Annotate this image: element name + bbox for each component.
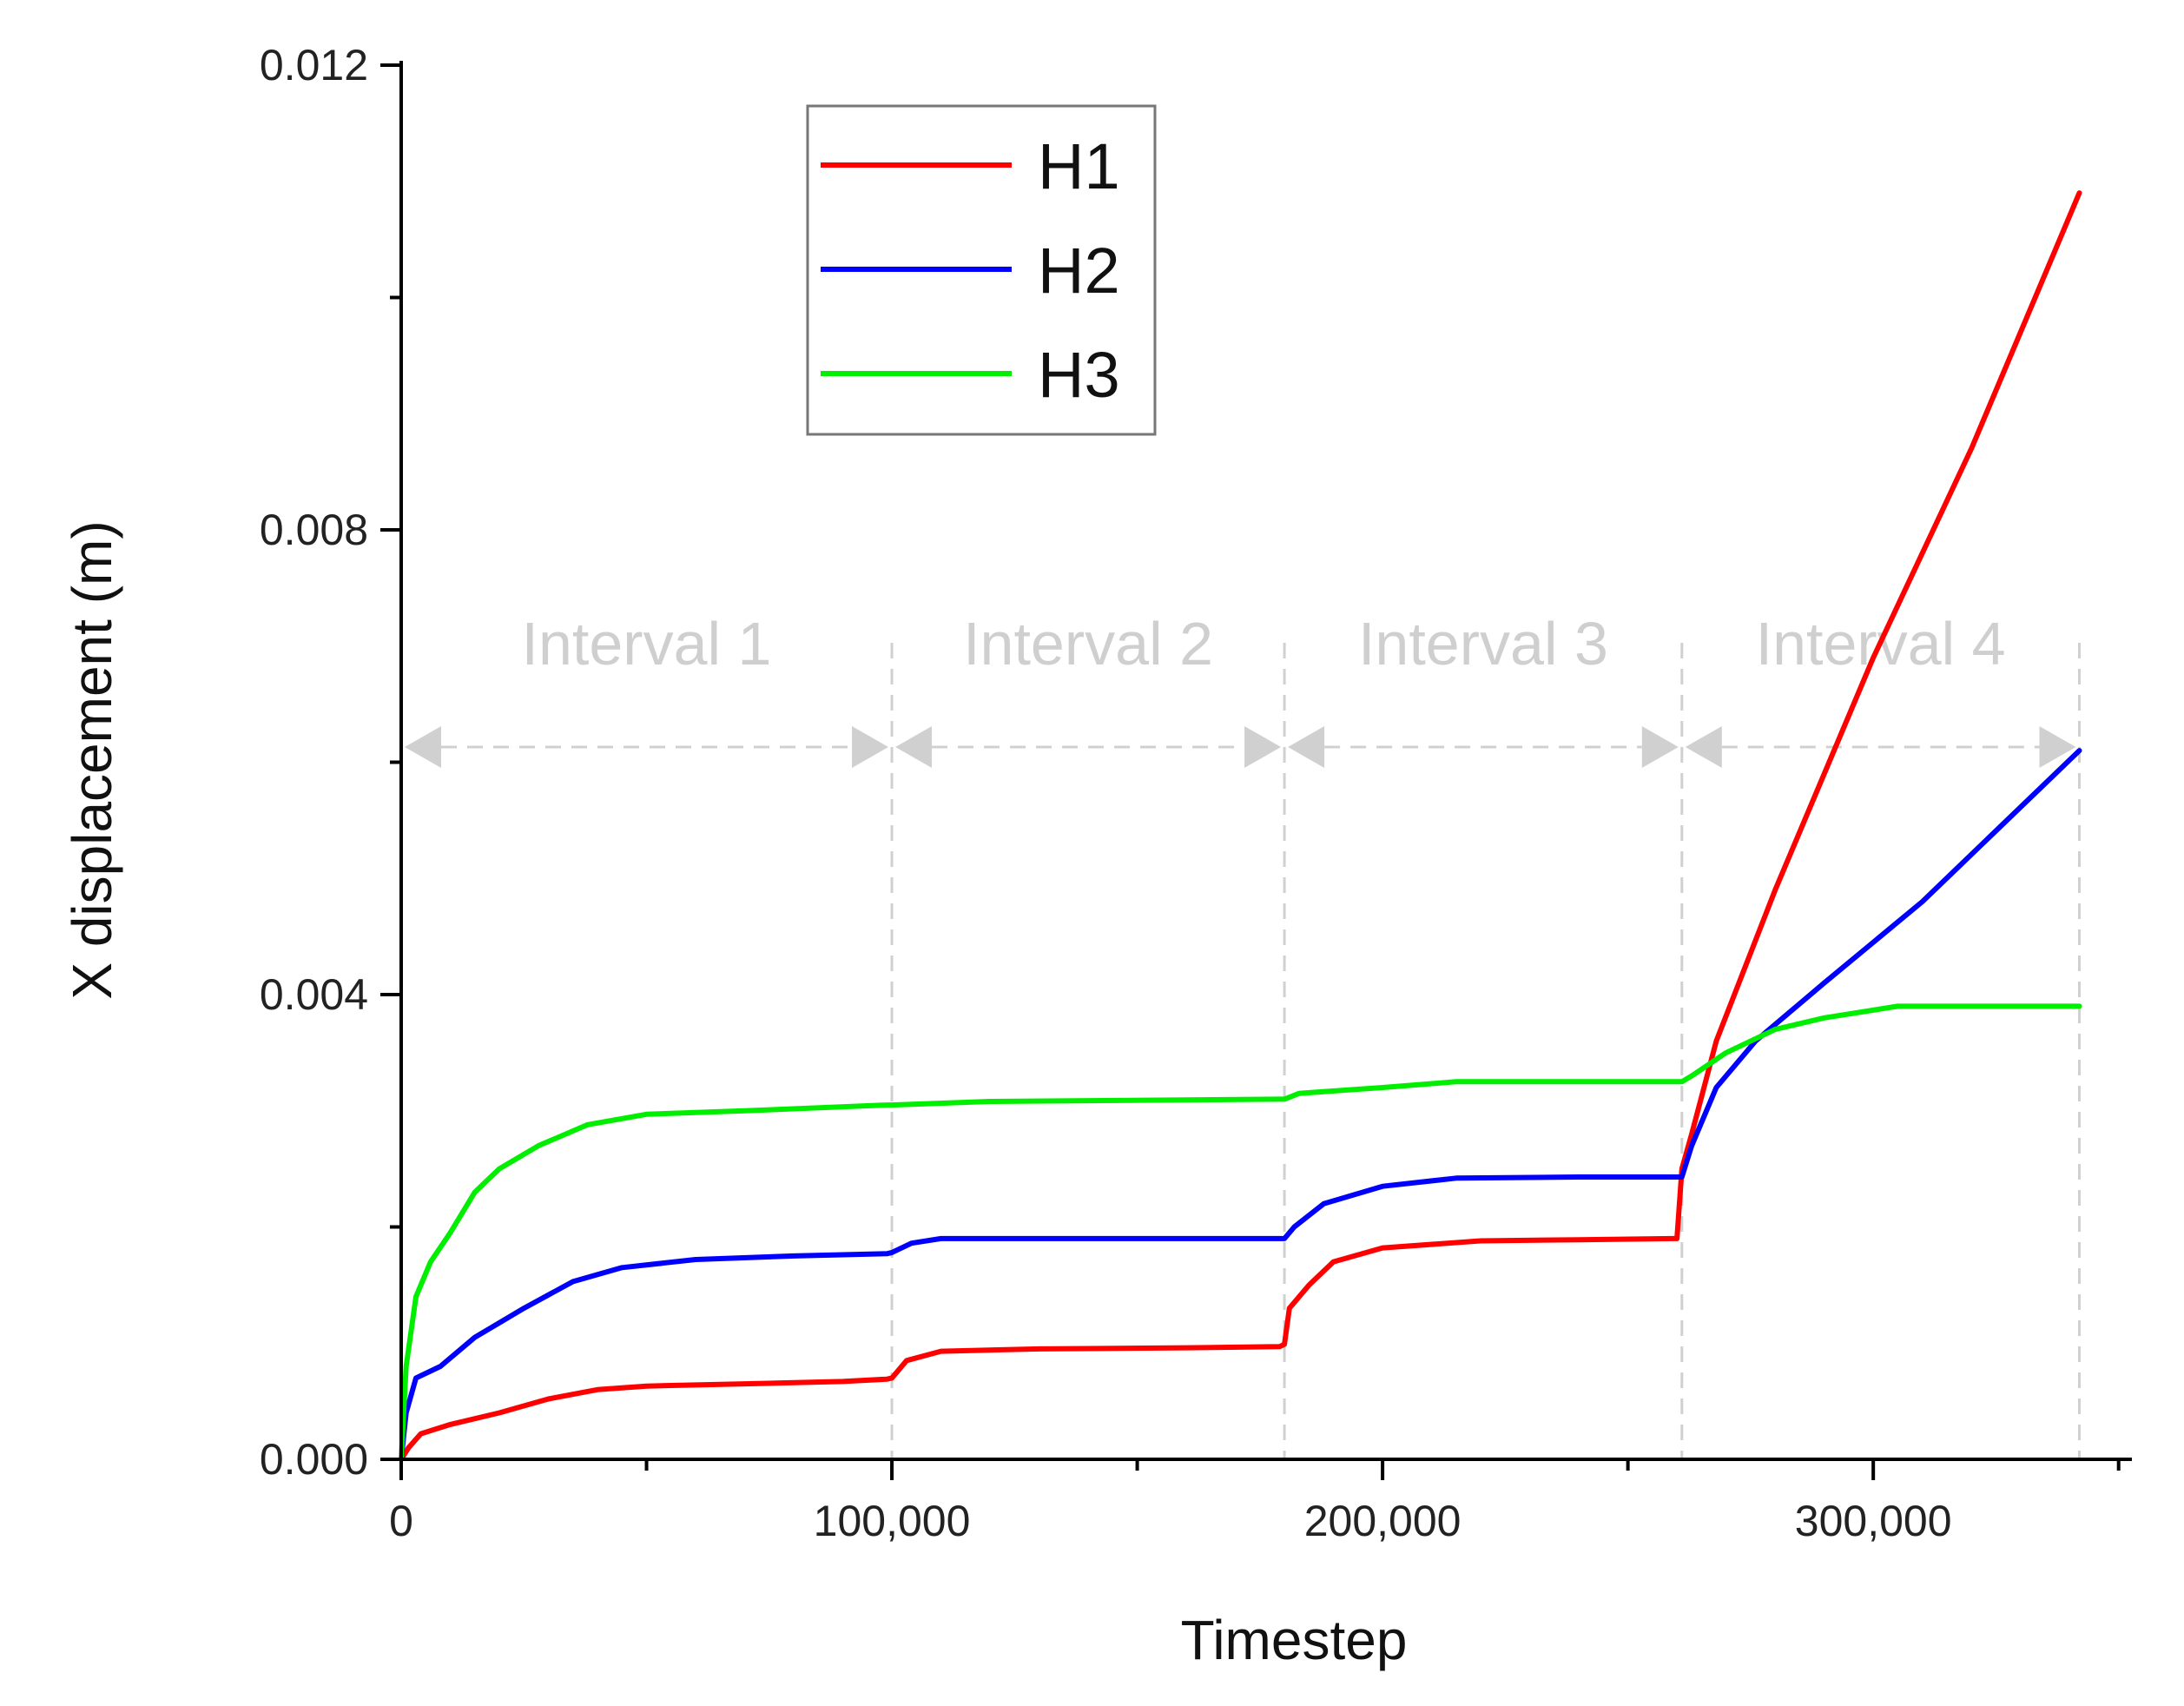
legend-label-h1: H1 xyxy=(1038,130,1120,202)
plot-series xyxy=(399,190,2082,1462)
interval-3-arrow-head-left xyxy=(1288,726,1325,768)
y-tick-label: 0.000 xyxy=(260,1435,368,1484)
legend: H1 H2 H3 xyxy=(806,104,1157,436)
y-tick-label: 0.008 xyxy=(260,506,368,554)
x-tick-label: 200,000 xyxy=(1304,1497,1461,1545)
interval-2-label: Interval 2 xyxy=(963,610,1213,678)
y-tick-label: 0.004 xyxy=(260,970,368,1019)
legend-label-h3: H3 xyxy=(1038,339,1120,411)
series-line-h2 xyxy=(399,748,2082,1462)
interval-annotations: Interval 1 Interval 2 Interval 3 Interval 4 xyxy=(405,610,2081,1459)
interval-2-arrow-head-left xyxy=(895,726,933,768)
interval-3-label: Interval 3 xyxy=(1358,610,1608,678)
x-axis-title: Timestep xyxy=(1181,1609,1408,1671)
interval-1-label: Interval 1 xyxy=(522,610,772,678)
axes: 0.000 0.004 0.008 0.012 0 100,000 200,000 300,0… xyxy=(260,41,2132,1545)
interval-1-arrow-head-left xyxy=(405,726,441,768)
x-tick-label: 0 xyxy=(389,1497,413,1545)
interval-1-arrow-head-right xyxy=(852,726,889,768)
interval-2-arrow-head-right xyxy=(1244,726,1282,768)
y-tick-label: 0.012 xyxy=(260,41,368,89)
series-line-h3 xyxy=(399,1003,2082,1462)
x-tick-label: 300,000 xyxy=(1795,1497,1952,1545)
y-axis-title: X displacement (m) xyxy=(61,520,123,999)
interval-3-arrow-head-right xyxy=(1641,726,1679,768)
interval-4-arrow-head-right xyxy=(2039,726,2076,768)
legend-label-h2: H2 xyxy=(1038,235,1120,307)
interval-4-arrow-head-left xyxy=(1685,726,1722,768)
x-tick-label: 100,000 xyxy=(814,1497,971,1545)
series-line-h1 xyxy=(399,190,2082,1462)
